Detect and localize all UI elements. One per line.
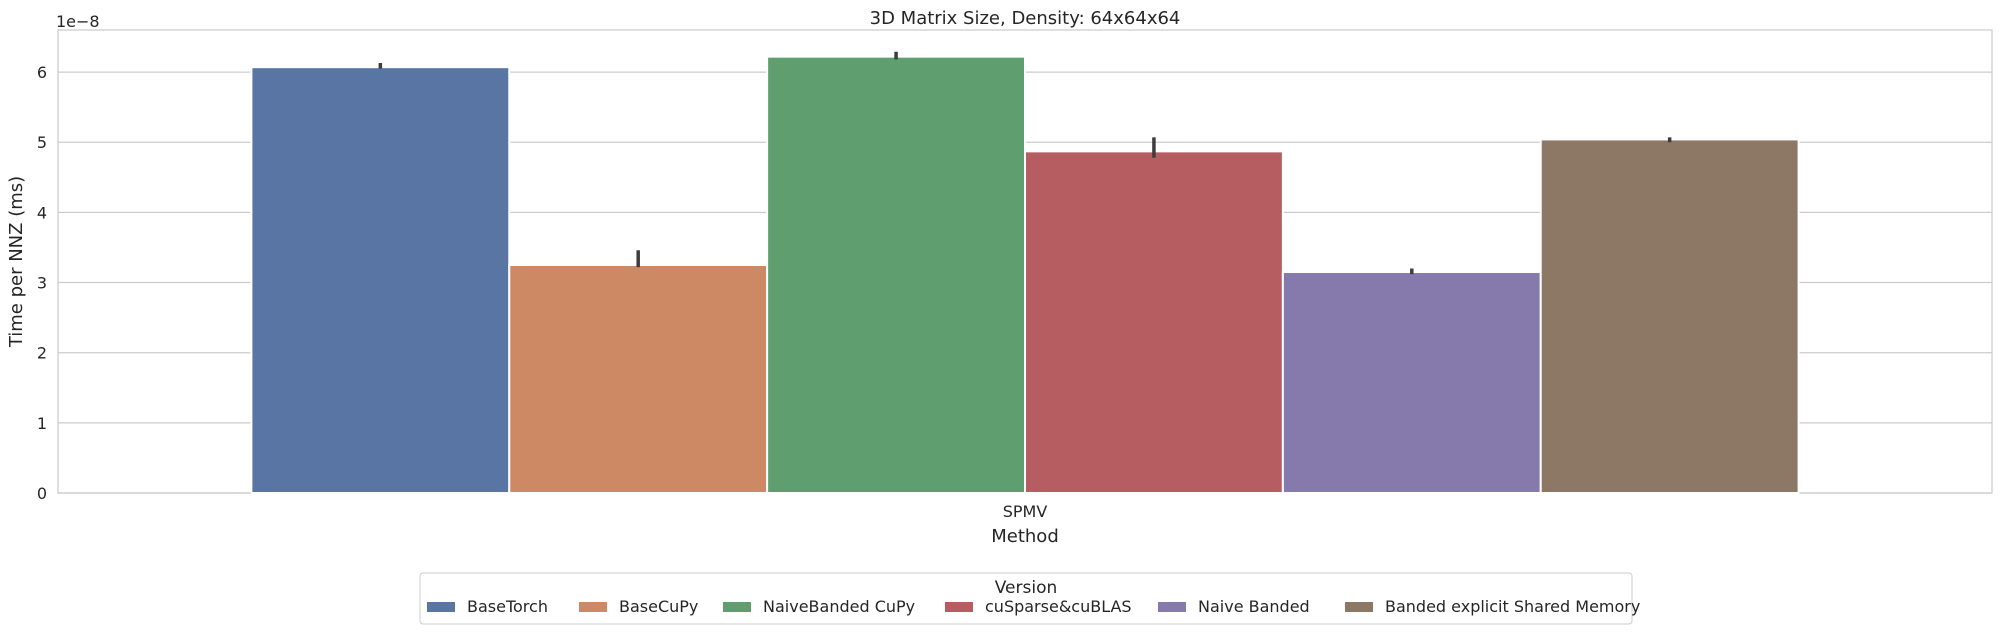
bar-banded-explicit-shared-memory bbox=[1539, 138, 1800, 494]
legend-swatch bbox=[945, 602, 973, 612]
error-bars bbox=[378, 51, 1672, 275]
y-axis-offset-label: 1e−8 bbox=[56, 12, 100, 31]
bar-basecupy bbox=[508, 264, 769, 494]
legend-swatch bbox=[1345, 602, 1373, 612]
legend-label: BaseCuPy bbox=[619, 597, 698, 616]
legend-swatch bbox=[1158, 602, 1186, 612]
bar-cusparse-cublas bbox=[1024, 150, 1284, 494]
legend-label: BaseTorch bbox=[467, 597, 548, 616]
x-tick-label: SPMV bbox=[1003, 502, 1048, 521]
y-axis-label: Time per NNZ (ms) bbox=[6, 176, 27, 348]
bar-naive-banded bbox=[1281, 271, 1542, 495]
legend-label: Naive Banded bbox=[1198, 597, 1310, 616]
chart-title: 3D Matrix Size, Density: 64x64x64 bbox=[870, 8, 1181, 29]
bar-basetorch bbox=[250, 66, 511, 495]
legend: Version BaseTorch BaseCuPy NaiveBanded CuP… bbox=[419, 572, 1640, 625]
x-axis-label: Method bbox=[991, 526, 1059, 547]
legend-entries: BaseTorch BaseCuPy NaiveBanded CuPy cuSpars… bbox=[427, 597, 1640, 616]
legend-title: Version bbox=[995, 578, 1058, 598]
legend-label: NaiveBanded CuPy bbox=[763, 597, 915, 616]
y-tick-label: 2 bbox=[37, 344, 47, 363]
legend-label: cuSparse&cuBLAS bbox=[985, 597, 1132, 616]
y-tick-label: 1 bbox=[37, 414, 47, 433]
y-tick-label: 5 bbox=[37, 133, 47, 152]
legend-swatch bbox=[427, 602, 455, 612]
legend-swatch bbox=[723, 602, 751, 612]
y-tick-label: 4 bbox=[37, 203, 47, 222]
y-tick-labels: 0 1 2 3 4 5 6 bbox=[37, 63, 47, 503]
bars bbox=[250, 55, 1800, 495]
bar-naivebanded-cupy bbox=[766, 55, 1027, 495]
legend-swatch bbox=[579, 602, 607, 612]
y-tick-label: 6 bbox=[37, 63, 47, 82]
y-tick-label: 3 bbox=[37, 274, 47, 293]
y-tick-label: 0 bbox=[37, 484, 47, 503]
legend-label: Banded explicit Shared Memory bbox=[1385, 597, 1640, 616]
x-tick-labels: SPMV bbox=[1003, 502, 1048, 521]
